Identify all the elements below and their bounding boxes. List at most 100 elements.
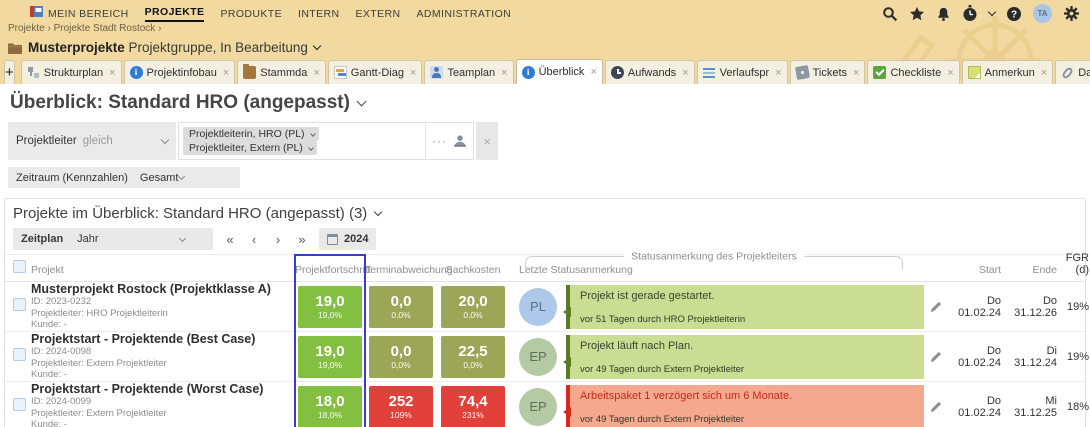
year-picker[interactable]: 2024 [319,228,377,250]
tab-label: Aufwands [627,66,677,79]
filter-operator-dropdown[interactable]: Projektleiter gleich [8,122,176,160]
tab-gantt-diag[interactable]: Gantt-Diag × [327,60,423,84]
edit-status-icon[interactable] [929,400,942,413]
nav-prev-button[interactable]: ‹ [251,231,257,247]
info-icon [521,65,535,79]
tab-überblick[interactable]: Überblick × [515,59,603,84]
tab-close-icon[interactable]: × [313,66,320,79]
tab-checkliste[interactable]: Checkliste × [867,60,960,84]
project-title-chevron-icon[interactable] [312,41,322,50]
search-icon[interactable] [882,6,898,22]
menu-administration[interactable]: ADMINISTRATION [416,8,512,20]
tab-dateiabla[interactable]: Dateiabla × [1055,60,1090,84]
tab-label: Tickets [812,66,848,79]
edit-status-icon[interactable] [929,350,942,363]
col-termin-header[interactable]: Terminabweichung [365,264,453,276]
filter-operator: gleich [82,135,113,147]
col-fortschritt-header[interactable]: Projektfortschritt [295,264,371,276]
clock-icon [610,66,624,79]
row-checkbox[interactable] [13,397,26,411]
overview-heading-chevron-icon[interactable] [356,96,367,106]
more-options-icon[interactable]: ··· [432,134,447,148]
col-projekt-header[interactable]: Projekt [31,264,64,276]
favorites-star-icon[interactable] [909,6,925,22]
zeitraum-dropdown[interactable]: Zeitraum (Kennzahlen) Gesamt [8,167,240,188]
filter-chip[interactable]: Projektleiterin, HRO (PL) [183,127,319,141]
row-checkbox[interactable] [13,297,26,311]
tab-close-icon[interactable]: × [222,66,230,79]
menu-produkte[interactable]: PRODUKTE [220,8,282,20]
col-fgr-header[interactable]: FGR (d) [1065,252,1089,276]
settings-gear-icon[interactable] [1063,5,1080,22]
select-all-checkbox[interactable] [13,260,26,273]
tab-tickets[interactable]: Tickets × [789,60,866,84]
tab-close-icon[interactable]: × [501,66,508,79]
app-logo-icon [30,6,43,17]
status-meta: vor 49 Tagen durch Extern Projektleiter [580,413,745,425]
tab-strukturplan[interactable]: Strukturplan × [20,60,122,84]
menu-mein-bereich[interactable]: MEIN BEREICH [48,8,129,20]
col-status-header[interactable]: Letzte Statusanmerkung [519,264,633,276]
project-title[interactable]: Musterprojekte [28,40,125,55]
fgr-value: 19% [1066,350,1089,363]
filter-clear-button[interactable]: × [476,122,498,160]
project-name[interactable]: Musterprojekt Rostock (Projektklasse A) [31,282,271,297]
note-icon [967,66,981,79]
edit-status-icon[interactable] [929,300,942,313]
add-tab-button[interactable]: + [4,60,15,84]
time-tracking-clock-icon[interactable] [962,5,978,22]
menu-projekte[interactable]: PROJEKTE [144,6,205,22]
tab-anmerkun[interactable]: Anmerkun × [961,60,1054,84]
tab-close-icon[interactable]: × [947,66,954,79]
tab-close-icon[interactable]: × [590,66,597,78]
tab-close-icon[interactable]: × [1040,66,1048,79]
nav-last-button[interactable]: » [298,231,306,247]
filter-chip[interactable]: Projektleiter, Extern (PL) [183,141,317,155]
col-sachkosten-header[interactable]: Sachkosten [445,264,501,276]
menu-extern[interactable]: EXTERN [355,8,401,20]
project-title-row: Musterprojekte Projektgruppe, In Bearbei… [0,36,1090,56]
col-ende-header[interactable]: Ende [1032,264,1057,276]
table-row: Projektstart - Projektende (Best Case) I… [5,332,1089,382]
filter-value-field[interactable]: Projektleiterin, HRO (PL) Projektleiter,… [178,122,426,160]
tab-label: Strukturplan [43,66,104,79]
menu-intern[interactable]: INTERN [298,8,340,20]
status-text: Arbeitspaket 1 verzögert sich um 6 Monat… [580,389,793,402]
status-bubble: Projekt ist gerade gestartet. vor 51 Tag… [563,284,924,329]
operator-chevron-icon [160,135,170,144]
tab-aufwands[interactable]: Aufwands × [604,60,695,84]
row-checkbox[interactable] [13,347,26,361]
user-avatar[interactable]: TA [1033,4,1052,23]
chip-chevron-icon [307,145,314,151]
tab-verlaufspr[interactable]: Verlaufspr × [696,60,788,84]
section-heading-chevron-icon[interactable] [374,207,383,217]
time-tracking-chevron-icon[interactable] [987,7,997,17]
tab-label: Stammda [260,66,308,79]
notifications-bell-icon[interactable] [936,6,951,22]
zeitplan-dropdown[interactable]: Zeitplan Jahr [13,228,213,250]
project-leader: Projektleiter: Extern Projektleiter [31,357,167,369]
terminabweichung-cell: 252 109% [369,385,433,427]
tab-close-icon[interactable]: × [853,66,860,79]
status-avatar: EP [519,387,557,426]
end-date: Mi 31.12.25 [1014,394,1057,419]
info-icon [129,66,143,79]
project-name[interactable]: Projektstart - Projektende (Best Case) [31,332,256,347]
help-icon[interactable]: ? [1006,6,1022,22]
tab-close-icon[interactable]: × [109,66,116,79]
tab-stammda[interactable]: Stammda × [237,60,326,84]
nav-first-button[interactable]: « [226,231,234,247]
overview-heading: Überblick: Standard HRO (angepasst) [10,92,350,113]
tab-projektinfobau[interactable]: Projektinfobau × [123,60,236,84]
nav-next-button[interactable]: › [275,231,281,247]
status-avatar: PL [519,287,557,326]
person-picker-icon[interactable] [453,134,467,148]
project-name[interactable]: Projektstart - Projektende (Worst Case) [31,382,264,397]
table-row: Projektstart - Projektende (Worst Case) … [5,382,1089,427]
tab-teamplan[interactable]: Teamplan × [424,60,514,84]
tab-close-icon[interactable]: × [682,66,689,79]
tab-close-icon[interactable]: × [775,66,782,79]
tab-close-icon[interactable]: × [410,66,417,79]
breadcrumb[interactable]: Projekte › Projekte Stadt Rostock › [8,23,162,34]
col-start-header[interactable]: Start [978,264,1001,276]
